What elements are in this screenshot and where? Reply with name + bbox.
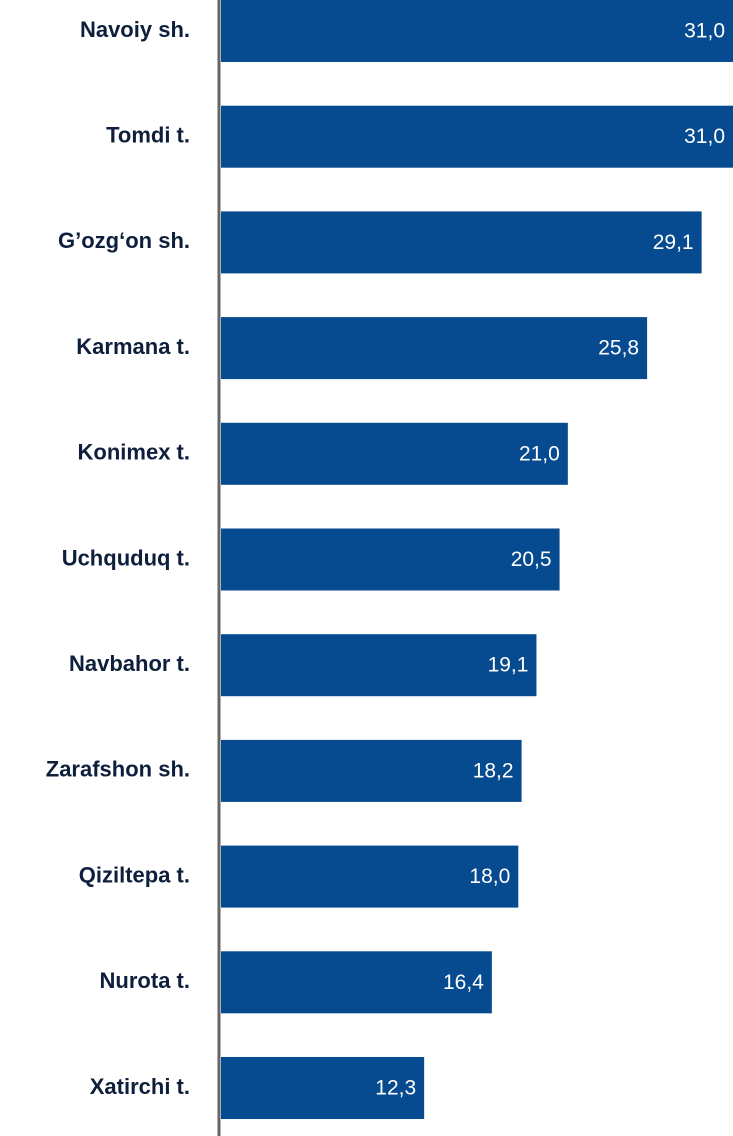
bar (221, 739, 522, 802)
data-label: 31,0 (684, 20, 725, 43)
data-label: 12,3 (375, 1077, 416, 1100)
y-tick-label: Qiziltepa t. (79, 862, 190, 887)
bar (221, 0, 733, 62)
bar (221, 1057, 425, 1119)
y-tick-label: Karmana t. (76, 334, 190, 359)
bar (221, 317, 648, 380)
bar (221, 845, 519, 908)
bar (221, 105, 733, 168)
y-tick-label: Navbahor t. (69, 651, 190, 676)
y-tick-label: Navoiy sh. (80, 17, 190, 42)
data-label: 21,0 (519, 442, 560, 465)
bar (221, 211, 702, 274)
bar (221, 422, 568, 485)
data-label: 16,4 (443, 971, 484, 994)
y-tick-label: Uchquduq t. (62, 545, 190, 570)
data-label: 18,2 (473, 759, 514, 782)
y-tick-label: Nurota t. (100, 968, 190, 993)
data-label: 19,1 (488, 654, 529, 677)
data-label: 29,1 (653, 231, 694, 254)
data-label: 31,0 (684, 125, 725, 148)
y-tick-label: Konimex t. (78, 440, 190, 465)
y-tick-label: Xatirchi t. (90, 1074, 190, 1099)
data-label: 18,0 (469, 865, 510, 888)
data-label: 25,8 (598, 337, 639, 360)
y-tick-label: Zarafshon sh. (46, 757, 190, 782)
data-label: 20,5 (511, 548, 552, 571)
bar (221, 951, 492, 1014)
bar (221, 528, 560, 591)
y-tick-label: G’ozg‘on sh. (58, 228, 190, 253)
y-tick-label: Tomdi t. (106, 123, 190, 148)
bar (221, 634, 537, 697)
